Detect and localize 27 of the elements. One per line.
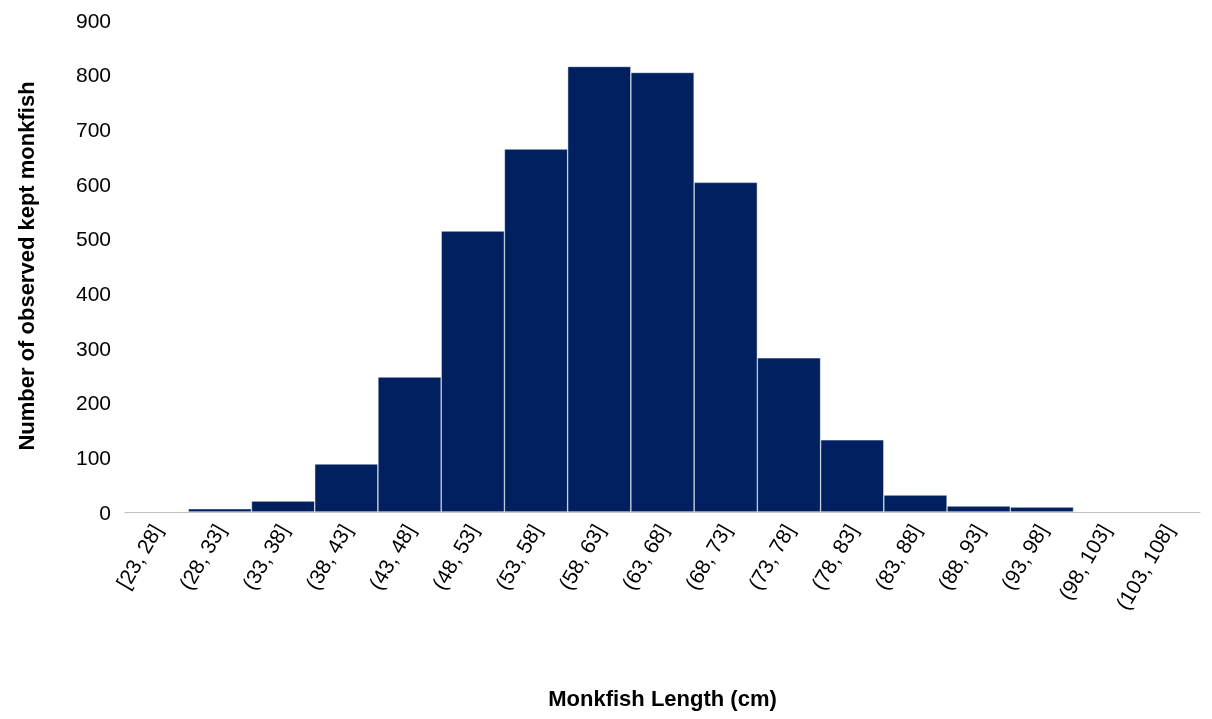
x-tick-label: (28, 33] xyxy=(174,520,230,594)
x-tick-label: (88, 93] xyxy=(933,520,989,594)
x-tick-label: (68, 73] xyxy=(680,520,736,594)
y-tick-label: 500 xyxy=(75,227,111,251)
x-tick-label: (78, 83] xyxy=(806,520,863,594)
y-tick-label: 800 xyxy=(75,63,111,87)
y-tick-label: 300 xyxy=(75,336,111,360)
y-tick-label: 600 xyxy=(75,172,111,196)
x-tick-label: (58, 63] xyxy=(553,520,610,594)
x-tick-label: (53, 58] xyxy=(490,520,546,594)
y-tick-label: 0 xyxy=(99,500,111,524)
x-tick-label: (38, 43] xyxy=(300,520,357,594)
y-axis-title: Number of observed kept monkfish xyxy=(13,81,39,451)
x-tick-label: (73, 78] xyxy=(743,520,799,594)
x-tick-label: (43, 48] xyxy=(364,520,420,594)
x-tick-label: [23, 28] xyxy=(111,520,167,593)
x-tick-label: (83, 88] xyxy=(869,520,926,594)
y-tick-label: 400 xyxy=(75,281,111,305)
x-axis-title: Monkfish Length (cm) xyxy=(548,685,777,711)
x-tick-label: (93, 98] xyxy=(996,520,1052,594)
x-tick-label: (48, 53] xyxy=(427,520,483,594)
x-tick-label: (33, 38] xyxy=(237,520,294,594)
y-tick-label: 700 xyxy=(75,117,111,141)
x-tick-label: (63, 68] xyxy=(616,520,673,594)
y-tick-label: 200 xyxy=(75,391,111,415)
y-tick-label: 900 xyxy=(75,8,111,32)
y-tick-label: 100 xyxy=(75,445,111,469)
